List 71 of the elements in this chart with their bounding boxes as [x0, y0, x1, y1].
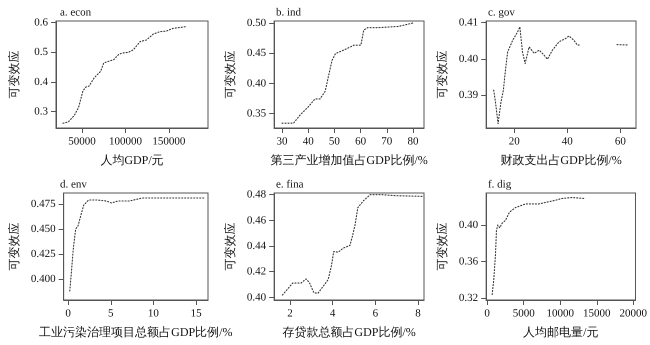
x-tick-label: 15 — [190, 308, 202, 320]
y-tick-label: 0.40 — [458, 219, 479, 232]
x-axis-title: 人均GDP/元 — [100, 153, 164, 167]
x-axis-title: 第三产业增加值占GDP比例/% — [270, 153, 428, 167]
x-tick-label: 80 — [407, 136, 419, 148]
y-tick-label: 0.50 — [246, 16, 267, 29]
y-axis-title: 可变效应 — [223, 222, 237, 270]
y-tick-label: 0.450 — [30, 223, 56, 235]
x-tick-label: 20 — [508, 136, 520, 148]
x-tick-label: 0 — [65, 308, 72, 320]
x-axis-title: 存贷款总额占GDP比例/% — [282, 325, 416, 339]
x-tick-label: 15000 — [583, 308, 612, 320]
x-axis-title: 人均邮电量/元 — [523, 325, 598, 339]
x-tick-label: 10 — [148, 308, 160, 320]
x-tick-label: 0 — [484, 308, 490, 320]
chart-title: c. gov — [488, 6, 516, 18]
y-axis-title: 可变效应 — [435, 222, 449, 270]
x-tick-label: 8 — [415, 308, 422, 320]
line-series — [62, 26, 186, 124]
line-series — [282, 194, 424, 296]
y-tick-label: 0.45 — [246, 47, 267, 60]
y-tick-label: 0.40 — [246, 77, 267, 90]
x-tick-label: 40 — [302, 136, 314, 148]
y-tick-label: 0.475 — [30, 198, 56, 210]
y-tick-label: 0.425 — [30, 248, 56, 260]
y-tick-label: 0.4 — [34, 76, 48, 88]
line-series — [281, 22, 414, 124]
y-tick-label: 0.400 — [30, 273, 56, 285]
x-tick-label: 30 — [276, 136, 288, 148]
line-series — [69, 197, 206, 292]
x-tick-label: 6 — [372, 308, 379, 320]
y-tick-label: 0.44 — [246, 240, 267, 252]
x-tick-label: 2 — [287, 308, 293, 320]
x-tick-label: 40 — [562, 136, 574, 148]
y-tick-label: 0.46 — [246, 214, 267, 226]
chart-title: b. ind — [276, 6, 302, 18]
y-tick-label: 0.3 — [34, 106, 48, 118]
y-tick-label: 0.5 — [34, 46, 48, 58]
line-series — [492, 197, 586, 296]
x-tick-label: 60 — [355, 136, 367, 148]
x-tick-label: 4 — [330, 308, 336, 320]
chart-title: a. econ — [60, 6, 92, 18]
x-tick-label: 50 — [328, 136, 340, 148]
y-axis-title: 可变效应 — [223, 50, 237, 98]
y-tick-label: 0.40 — [246, 291, 267, 304]
x-tick-label: 50000 — [68, 136, 96, 148]
y-tick-label: 0.48 — [246, 188, 267, 201]
x-axis-title: 财政支出占GDP比例/% — [500, 153, 622, 167]
y-tick-label: 0.6 — [34, 16, 48, 28]
chart-title: d. env — [60, 178, 88, 190]
x-tick-label: 150000 — [152, 136, 186, 148]
y-tick-label: 0.36 — [458, 256, 479, 268]
x-tick-label: 100000 — [108, 136, 142, 148]
y-axis-title: 可变效应 — [435, 50, 449, 98]
y-tick-label: 0.39 — [458, 89, 479, 102]
x-tick-label: 20000 — [620, 308, 648, 320]
y-tick-label: 0.41 — [458, 16, 478, 28]
y-tick-label: 0.35 — [246, 107, 267, 120]
y-tick-label: 0.32 — [458, 292, 478, 304]
x-tick-label: 60 — [614, 136, 626, 148]
x-tick-label: 10000 — [546, 308, 574, 320]
x-axis-title: 工业污染治理项目总额占GDP比例/% — [39, 325, 232, 339]
y-tick-label: 0.40 — [458, 52, 479, 65]
y-axis-title: 可变效应 — [7, 222, 21, 270]
x-tick-label: 5 — [108, 308, 114, 320]
chart-title: f. dig — [488, 178, 512, 190]
x-tick-label: 70 — [381, 136, 393, 148]
y-tick-label: 0.42 — [246, 266, 266, 278]
y-axis-title: 可变效应 — [7, 50, 21, 98]
chart-title: e. fina — [276, 178, 304, 190]
x-tick-label: 5000 — [512, 308, 536, 320]
